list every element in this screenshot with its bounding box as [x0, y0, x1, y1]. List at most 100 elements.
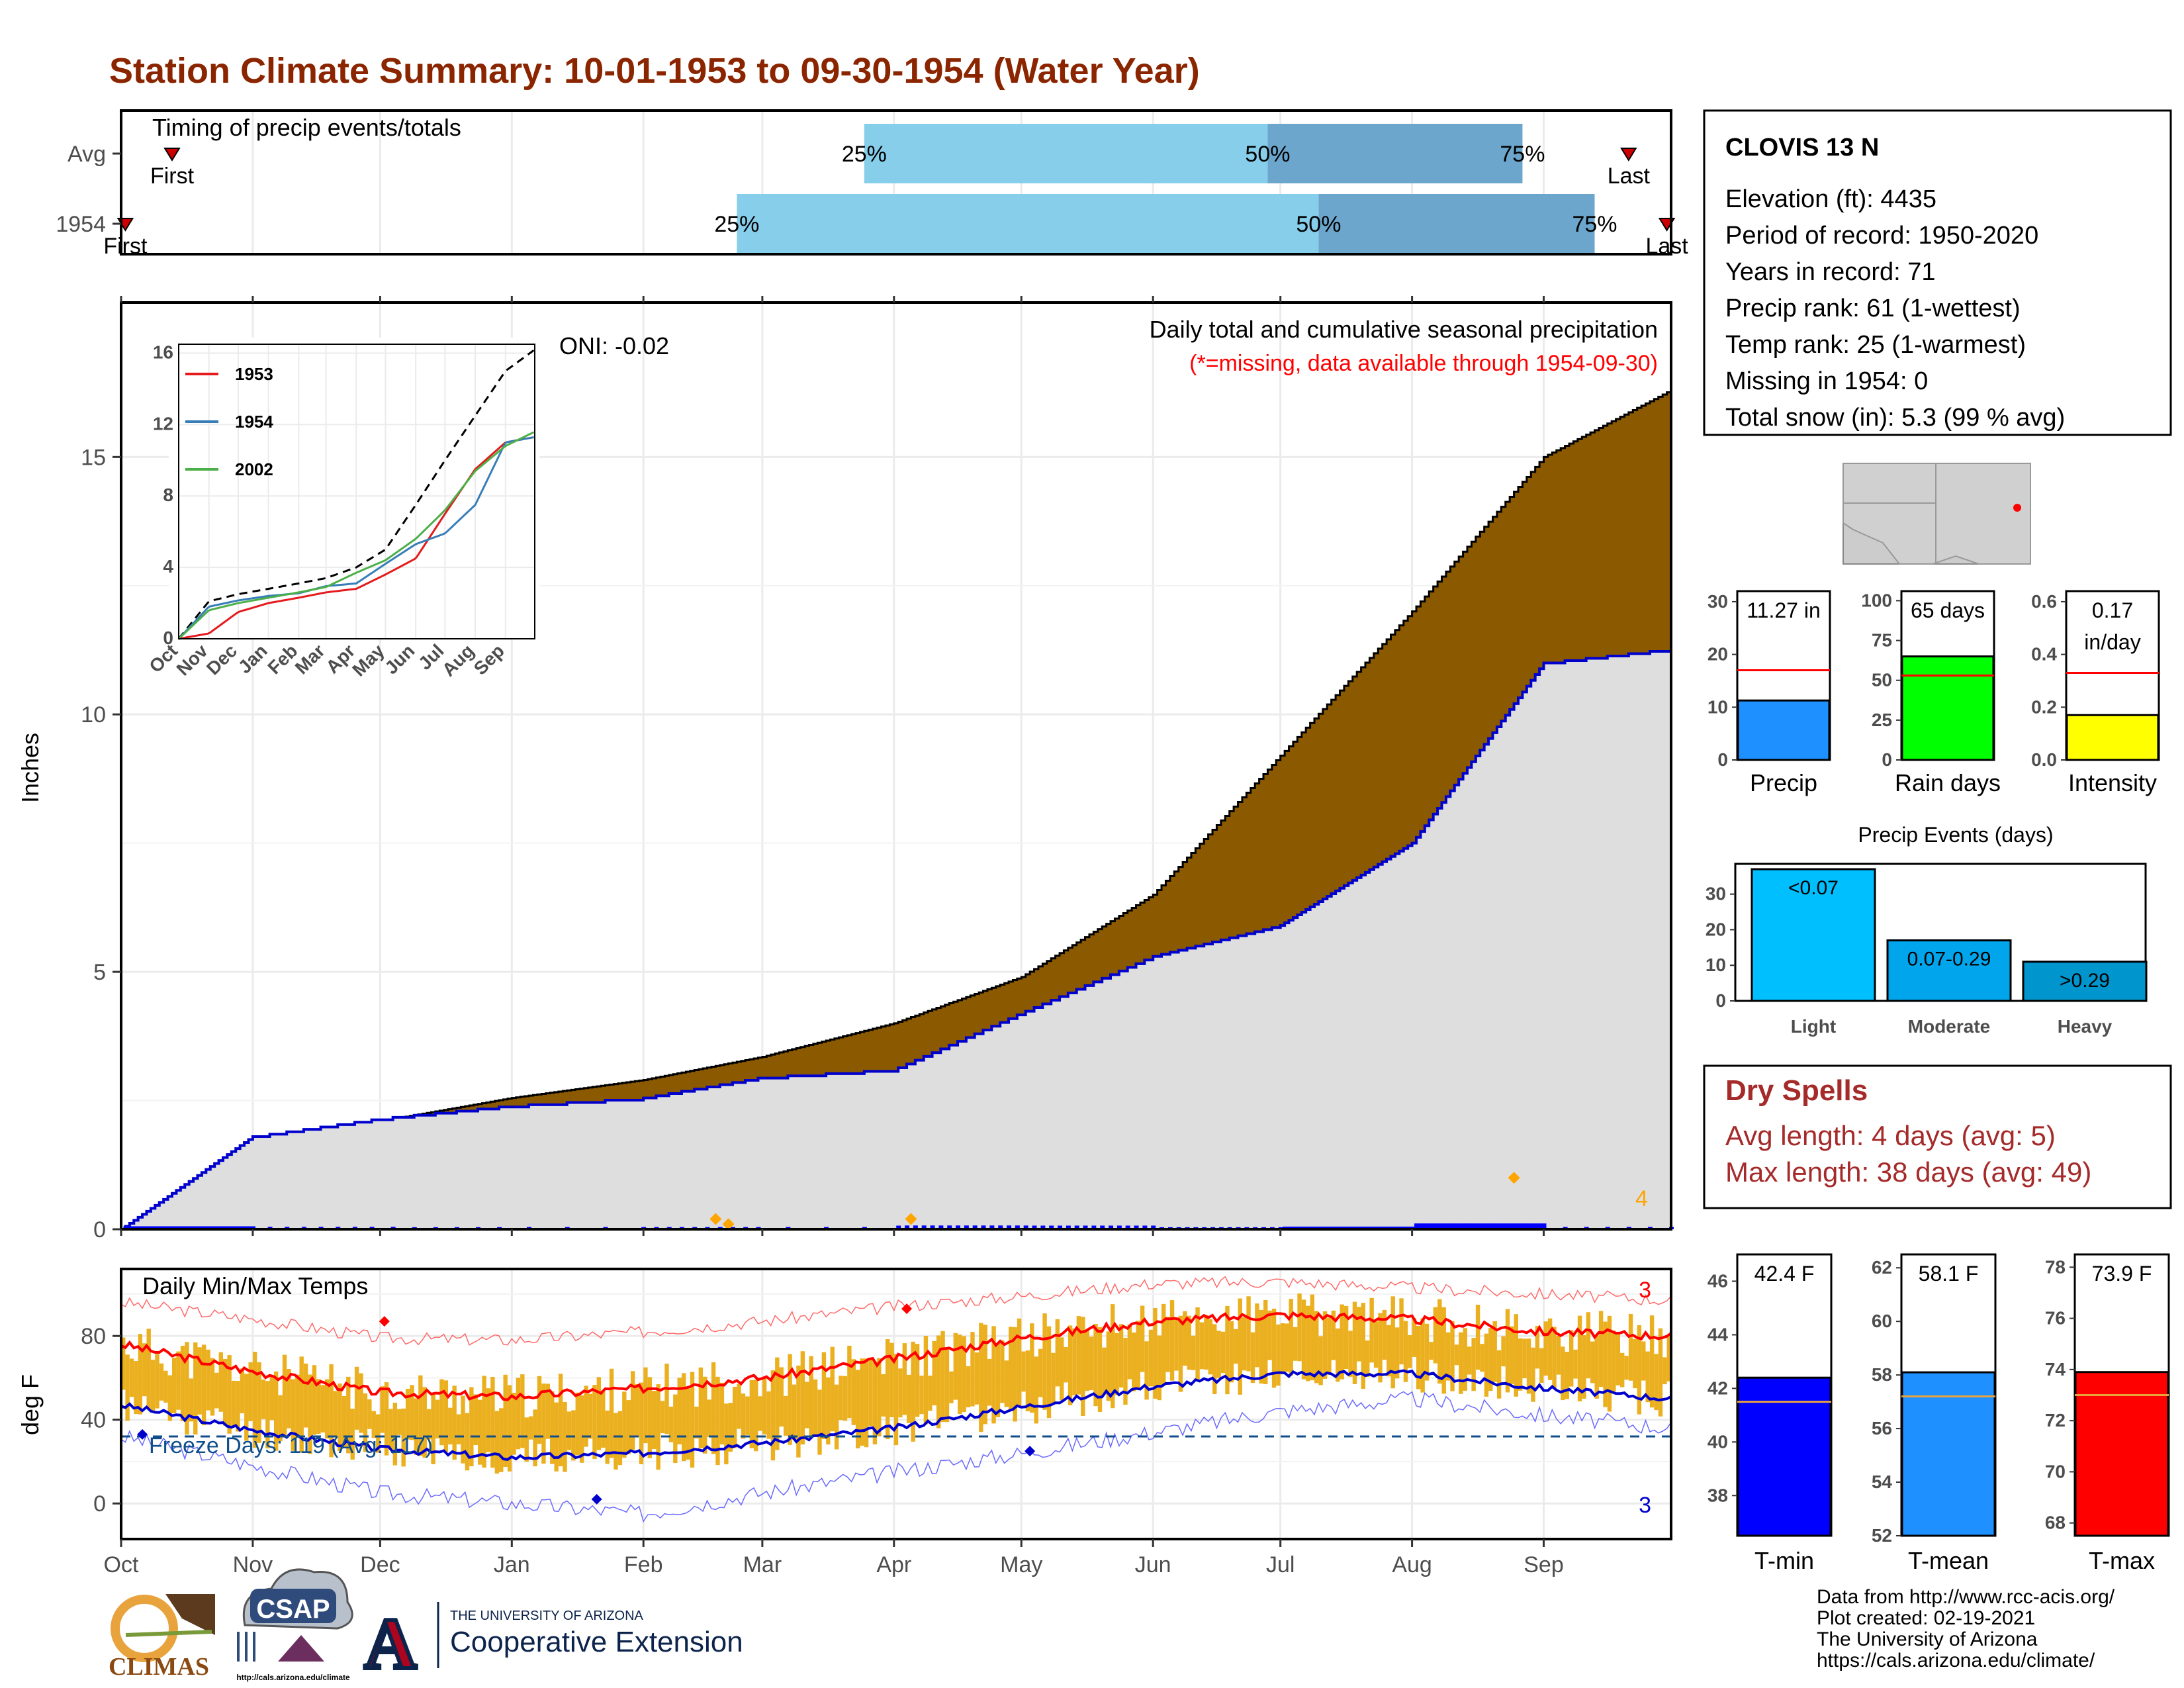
- daily-precip-bar: [204, 1226, 209, 1229]
- daily-temp-bar: [664, 1364, 669, 1434]
- daily-temp-bar: [1289, 1299, 1293, 1376]
- daily-temp-bar: [371, 1411, 376, 1438]
- daily-temp-bar: [775, 1357, 780, 1450]
- daily-temp-bar: [1340, 1304, 1344, 1380]
- daily-temp-bar: [1556, 1335, 1561, 1375]
- daily-temp-bar: [1352, 1301, 1357, 1385]
- daily-temp-bar: [830, 1346, 835, 1432]
- climas-text: CLIMAS: [109, 1653, 209, 1681]
- daily-temp-bar: [639, 1382, 644, 1464]
- daily-temp-bar: [1297, 1293, 1302, 1362]
- daily-temp-bar: [1153, 1307, 1158, 1399]
- ua-big-text: Cooperative Extension: [450, 1626, 743, 1658]
- daily-temp-bar: [839, 1376, 843, 1421]
- daily-temp-bar: [821, 1352, 827, 1440]
- temp-bar-ytick-label: 56: [1872, 1418, 1892, 1438]
- daily-temp-bar: [1076, 1316, 1081, 1395]
- daily-temp-bar: [439, 1379, 444, 1446]
- daily-precip-bar: [1083, 1225, 1088, 1229]
- inset-ytick-label: 12: [153, 413, 173, 434]
- daily-temp-bar: [380, 1386, 385, 1433]
- timing-p75-label: 75%: [1500, 142, 1545, 167]
- daily-temp-bar: [410, 1385, 414, 1440]
- daily-temp-bar: [652, 1391, 657, 1450]
- daily-temp-bar: [881, 1374, 886, 1417]
- inset-frame: [178, 344, 535, 639]
- daily-temp-bar: [329, 1364, 334, 1458]
- daily-temp-bar: [758, 1396, 762, 1431]
- daily-temp-bar: [911, 1341, 915, 1442]
- daily-temp-bar: [770, 1370, 776, 1461]
- daily-temp-bar: [1118, 1324, 1124, 1388]
- daily-temp-bar: [218, 1352, 223, 1412]
- daily-temp-bar: [614, 1413, 618, 1470]
- daily-temp-bar: [1310, 1294, 1315, 1381]
- dry-spells-title: Dry Spells: [1725, 1074, 1868, 1107]
- daily-temp-bar: [745, 1396, 750, 1435]
- daily-temp-bar: [813, 1379, 818, 1436]
- mini-bar-value-label: 11.27 in: [1747, 598, 1821, 622]
- daily-precip-bar: [216, 1226, 222, 1229]
- daily-temp-bar: [1459, 1332, 1463, 1394]
- daily-temp-bar: [1501, 1336, 1506, 1367]
- daily-temp-bar: [1259, 1309, 1264, 1384]
- daily-precip-bar: [169, 1226, 175, 1229]
- daily-precip-bar: [1058, 1225, 1063, 1229]
- csap-text: CSAP: [256, 1595, 330, 1624]
- precip-ylabel: Inches: [17, 733, 44, 803]
- daily-temp-bar: [129, 1358, 134, 1397]
- daily-temp-bar: [1552, 1327, 1557, 1389]
- mini-bar-ytick-label: 100: [1861, 590, 1892, 610]
- station-info-line: Temp rank: 25 (1-warmest): [1725, 331, 2026, 359]
- daily-temp-bar: [167, 1375, 172, 1421]
- daily-temp-bar: [579, 1395, 584, 1463]
- daily-temp-bar: [949, 1371, 954, 1403]
- daily-temp-bar: [486, 1388, 491, 1452]
- daily-precip-bar: [234, 1226, 239, 1229]
- daily-temp-bar: [567, 1411, 572, 1450]
- daily-temp-bar: [291, 1379, 296, 1451]
- timing-p50-label: 50%: [1245, 142, 1290, 167]
- daily-temp-bar: [817, 1389, 822, 1455]
- daily-precip-bar: [1283, 1226, 1288, 1229]
- daily-precip-bar: [1040, 1225, 1046, 1229]
- daily-temp-bar: [681, 1373, 686, 1462]
- daily-precip-bar: [144, 1226, 150, 1229]
- daily-temp-bar: [626, 1400, 631, 1454]
- daily-precip-bar: [1461, 1223, 1466, 1229]
- daily-temp-bar: [189, 1378, 194, 1422]
- daily-temp-bar: [146, 1329, 151, 1409]
- daily-temp-bar: [1136, 1321, 1140, 1389]
- temp-record-marker: [379, 1316, 390, 1327]
- daily-temp-bar: [494, 1411, 500, 1474]
- temp-record-marker: [901, 1303, 913, 1315]
- daily-temp-bar: [1450, 1321, 1455, 1391]
- daily-temp-bar: [877, 1358, 882, 1436]
- daily-precip-bar: [1486, 1223, 1492, 1229]
- temp-bar-ytick-label: 74: [2045, 1359, 2066, 1380]
- daily-temp-bar: [1306, 1305, 1310, 1382]
- daily-precip-bar: [1427, 1223, 1432, 1229]
- daily-temp-bar: [1085, 1330, 1089, 1391]
- daily-temp-bar: [1081, 1317, 1085, 1417]
- daily-temp-bar: [1467, 1346, 1472, 1375]
- temp-panel: 0 40 80 deg F Daily Min/Max Temps Freeze D…: [17, 1268, 1672, 1577]
- daily-precip-bar: [225, 1226, 230, 1229]
- station-marker: [2013, 504, 2021, 512]
- daily-precip-bar: [1473, 1223, 1479, 1229]
- daily-temp-bar: [1561, 1346, 1565, 1401]
- daily-temp-bar: [592, 1385, 597, 1460]
- daily-precip-bar: [956, 1225, 961, 1229]
- daily-temp-bar: [392, 1403, 398, 1466]
- daily-temp-bar: [1004, 1360, 1009, 1407]
- daily-temp-bar: [1624, 1356, 1629, 1380]
- daily-precip-bar: [123, 1226, 128, 1229]
- daily-temp-bar: [397, 1409, 402, 1435]
- daily-precip-bar: [989, 1225, 995, 1229]
- daily-temp-bar: [864, 1358, 869, 1448]
- daily-temp-bar: [1030, 1323, 1034, 1413]
- daily-temp-bar: [469, 1387, 474, 1467]
- mini-bar-ytick-label: 0.6: [2031, 591, 2057, 612]
- daily-temp-bar: [1242, 1317, 1247, 1371]
